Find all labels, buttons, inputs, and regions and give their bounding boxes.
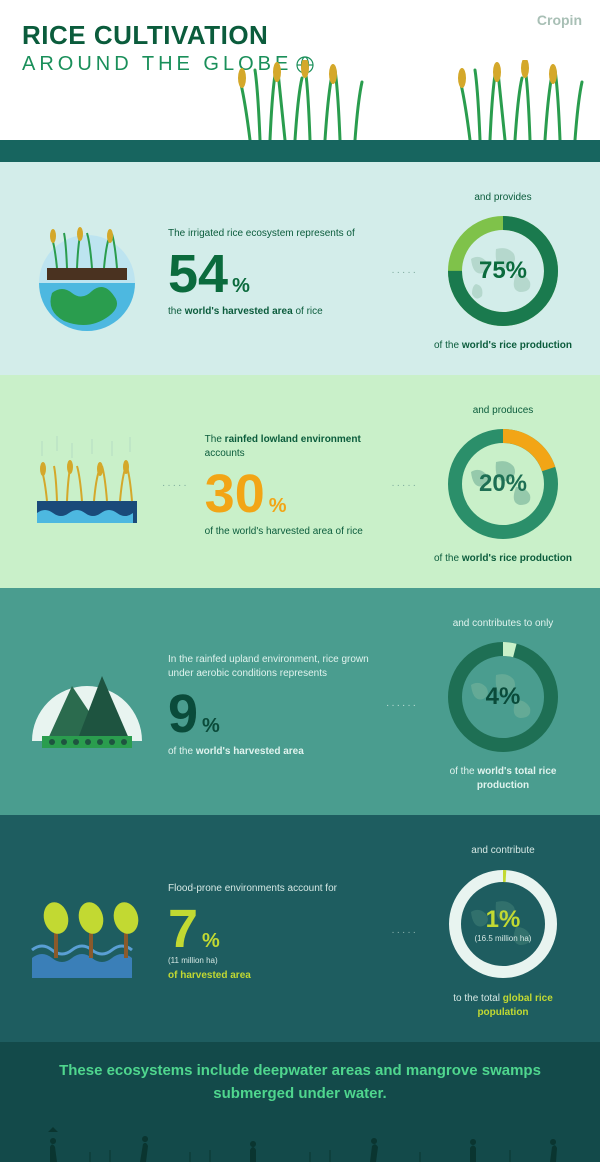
big-percentage: 30 (205, 467, 265, 521)
right-post-text: of the world's rice production (428, 552, 578, 566)
footer: These ecosystems include deepwater areas… (0, 1042, 600, 1162)
stat-block: The irrigated rice ecosystem represents … (162, 227, 381, 319)
page-title: RICE CULTIVATION (22, 20, 578, 51)
divider-bar (0, 140, 600, 162)
post-text: of harvested area (168, 969, 375, 983)
percent-sign: % (232, 275, 250, 298)
ring-stat: and produces 20% of the world's rice pro… (428, 405, 578, 566)
connector-dots: ······ (386, 700, 418, 711)
illustration-upland (22, 641, 152, 771)
small-note: (11 million ha) (168, 956, 375, 965)
connector-dots: ····· (391, 927, 418, 938)
big-percentage: 7 (168, 902, 198, 956)
percent-sign: % (202, 715, 220, 738)
brand-logo: Cropin (537, 12, 582, 28)
section-flood-prone: Flood-prone environments account for 7 %… (0, 815, 600, 1042)
right-post-text: of the world's total rice production (428, 765, 578, 793)
grass-decoration (230, 60, 370, 140)
ring-label: 75% (479, 257, 527, 285)
post-text: of the world's harvested area of rice (205, 525, 376, 539)
pre-text: The rainfed lowland environment accounts (205, 433, 376, 461)
pre-text: Flood-prone environments account for (168, 882, 375, 896)
footer-text: These ecosystems include deepwater areas… (30, 1060, 570, 1105)
pre-text: The irrigated rice ecosystem represents … (168, 227, 375, 241)
right-pre-text: and provides (428, 192, 578, 203)
section-irrigated: The irrigated rice ecosystem represents … (0, 162, 600, 375)
right-pre-text: and contribute (428, 845, 578, 856)
ring-stat: and contribute 1% (16.5 million ha) to t… (428, 845, 578, 1020)
connector-dots: ····· (391, 480, 418, 491)
right-pre-text: and produces (428, 405, 578, 416)
stat-block: The rainfed lowland environment accounts… (199, 433, 382, 539)
connector-dots: ····· (391, 267, 418, 278)
right-post-text: to the total global rice population (428, 992, 578, 1020)
illustration-flood (22, 868, 152, 998)
ring-label: 1% (486, 906, 521, 934)
right-post-text: of the world's rice production (428, 339, 578, 353)
ring-stat: and contributes to only 4% of the world'… (428, 618, 578, 793)
post-text: the world's harvested area of rice (168, 305, 375, 319)
connector-dots: ····· (162, 480, 189, 491)
illustration-lowland (22, 421, 152, 551)
big-percentage: 54 (168, 247, 228, 301)
stat-block: Flood-prone environments account for 7 %… (162, 882, 381, 983)
right-pre-text: and contributes to only (428, 618, 578, 629)
farmers-silhouette (0, 1122, 600, 1162)
section-rainfed-upland: In the rainfed upland environment, rice … (0, 588, 600, 815)
grass-decoration (450, 60, 590, 140)
big-percentage: 9 (168, 687, 198, 741)
header: Cropin RICE CULTIVATION AROUND THE GLOBE (0, 0, 600, 140)
ring-stat: and provides 75% of the world's rice pro… (428, 192, 578, 353)
section-rainfed-lowland: ····· The rainfed lowland environment ac… (0, 375, 600, 588)
illustration-globe-rice (22, 208, 152, 338)
post-text: of the world's harvested area (168, 745, 370, 759)
stat-block: In the rainfed upland environment, rice … (162, 653, 376, 759)
percent-sign: % (202, 930, 220, 953)
ring-label: 4% (486, 683, 521, 711)
percent-sign: % (269, 495, 287, 518)
ring-note: (16.5 million ha) (475, 934, 532, 943)
ring-label: 20% (479, 470, 527, 498)
pre-text: In the rainfed upland environment, rice … (168, 653, 370, 681)
